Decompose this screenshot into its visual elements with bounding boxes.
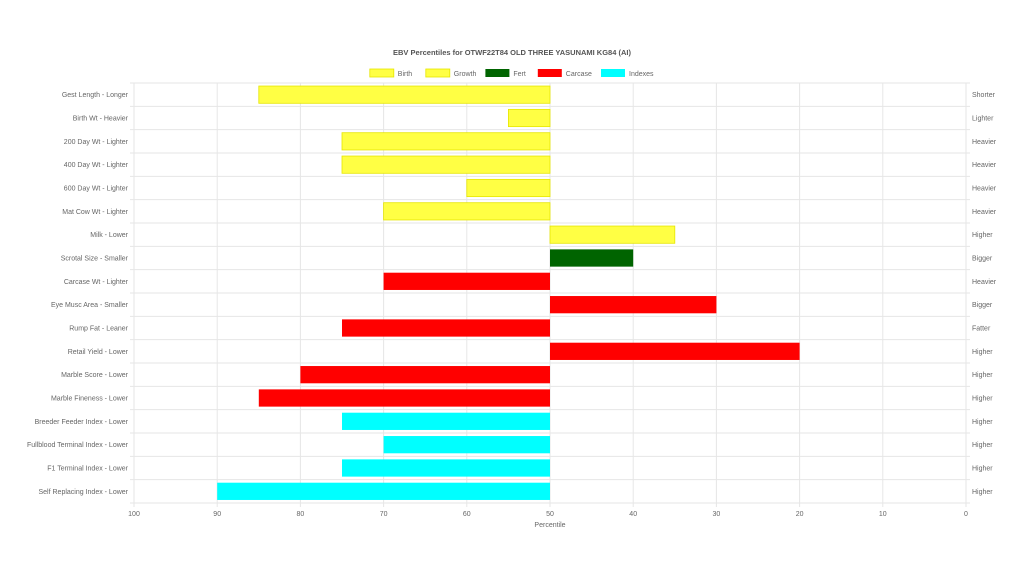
legend-swatch [537, 69, 562, 77]
bar-carcase [342, 319, 550, 337]
x-tick-label: 40 [629, 511, 637, 518]
bar-growth [383, 202, 551, 221]
category-label: 200 Day Wt - Lighter [64, 139, 129, 146]
bar-growth [341, 132, 551, 151]
category-label: Fullblood Terminal Index - Lower [27, 442, 129, 449]
legend-swatch [425, 68, 451, 78]
x-tick-label: 0 [964, 511, 968, 518]
bar-growth [549, 225, 676, 244]
direction-label: Higher [972, 442, 993, 449]
x-tick-label: 60 [463, 511, 471, 518]
bar-carcase [258, 389, 550, 407]
bar-indexes [342, 412, 550, 430]
bar-carcase [550, 296, 717, 314]
legend-label: Fert [513, 71, 526, 78]
category-label: Scrotal Size - Smaller [61, 256, 129, 263]
direction-label: Bigger [972, 256, 993, 263]
category-label: Carcase Wt - Lighter [64, 279, 129, 286]
bar-growth [341, 155, 551, 174]
bar-carcase [383, 272, 550, 290]
category-label: Marble Score - Lower [61, 372, 129, 379]
bar-carcase [550, 342, 800, 360]
category-label: Eye Musc Area - Smaller [51, 302, 129, 309]
category-label: Retail Yield - Lower [68, 349, 129, 356]
direction-label: Shorter [972, 92, 996, 99]
category-label: Rump Fat - Leaner [69, 326, 128, 333]
x-tick-label: 80 [297, 511, 305, 518]
x-tick-label: 10 [879, 511, 887, 518]
x-tick-label: 100 [128, 511, 140, 518]
direction-label: Fatter [972, 326, 991, 333]
category-label: 400 Day Wt - Lighter [64, 162, 129, 169]
x-axis-label: Percentile [534, 522, 565, 529]
bar-birth [507, 108, 551, 128]
direction-label: Higher [972, 466, 993, 473]
direction-label: Heavier [972, 162, 997, 169]
category-label: Mat Cow Wt - Lighter [62, 209, 128, 216]
bar-indexes [342, 459, 550, 477]
bar-growth [466, 178, 551, 198]
category-label: Birth Wt - Heavier [73, 116, 129, 123]
category-label: Marble Fineness - Lower [51, 396, 129, 403]
category-label: Self Replacing Index - Lower [39, 489, 129, 496]
direction-label: Heavier [972, 279, 997, 286]
grid-lines [130, 82, 970, 507]
chart-title: EBV Percentiles for OTWF22T84 OLD THREE … [393, 48, 631, 57]
x-tick-label: 70 [380, 511, 388, 518]
direction-labels: Shorter Lighter Heavier Heavier Heavier Heavi… [972, 92, 997, 496]
category-label: Breeder Feeder Index - Lower [35, 419, 129, 426]
direction-label: Higher [972, 349, 993, 356]
category-label: Gest Length - Longer [62, 92, 129, 99]
legend-swatch [601, 69, 625, 77]
category-labels: Gest Length - Longer Birth Wt - Heavier 20… [27, 92, 129, 496]
bar-carcase [300, 366, 550, 384]
direction-label: Heavier [972, 209, 997, 216]
x-tick-label: 30 [713, 511, 721, 518]
category-label: F1 Terminal Index - Lower [47, 466, 128, 473]
x-tick-labels: 100 90 80 70 60 50 40 30 20 10 0 [128, 511, 968, 518]
bar-indexes [383, 436, 550, 454]
direction-label: Higher [972, 396, 993, 403]
legend-label: Birth [398, 71, 413, 78]
legend-label: Carcase [566, 71, 592, 78]
direction-label: Lighter [972, 116, 994, 123]
x-tick-label: 20 [796, 511, 804, 518]
bar-indexes [217, 482, 550, 500]
category-label: 600 Day Wt - Lighter [64, 186, 129, 193]
bars [217, 85, 800, 500]
legend-swatch [369, 68, 395, 78]
direction-label: Higher [972, 419, 993, 426]
x-tick-label: 50 [546, 511, 554, 518]
bar-fert [550, 249, 634, 267]
legend-label: Indexes [629, 71, 654, 78]
direction-label: Higher [972, 232, 993, 239]
x-tick-label: 90 [213, 511, 221, 518]
bar-birth [258, 85, 551, 104]
direction-label: Heavier [972, 186, 997, 193]
direction-label: Bigger [972, 302, 993, 309]
legend-swatch [485, 69, 510, 77]
direction-label: Higher [972, 489, 993, 496]
direction-label: Heavier [972, 139, 997, 146]
direction-label: Higher [972, 372, 993, 379]
legend-label: Growth [454, 71, 477, 78]
category-label: Milk - Lower [90, 232, 128, 239]
chart-legend: Birth Growth Fert Carcase Indexes [369, 68, 654, 78]
